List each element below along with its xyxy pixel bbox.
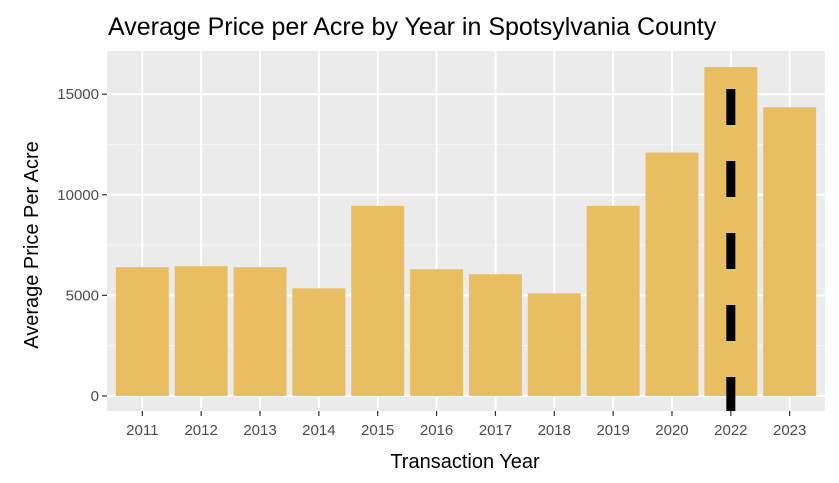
x-tick-label: 2015 [361,422,394,439]
x-tick-label: 2016 [420,422,453,439]
y-tick-label: 5000 [66,287,99,304]
bar-2013 [233,267,287,396]
x-axis-title: Transaction Year [390,451,540,473]
x-tick-label: 2022 [714,422,747,439]
y-tick-label: 15000 [57,86,99,103]
bar-2017 [468,274,522,396]
x-tick-label: 2020 [655,422,688,439]
x-tick-label: 2017 [479,422,512,439]
bar-2023 [763,107,817,396]
bar-2014 [292,288,346,396]
bars [115,67,817,396]
bar-2019 [586,205,640,396]
chart-title: Average Price per Acre by Year in Spotsy… [108,13,717,41]
y-tick-label: 0 [91,388,99,405]
x-tick-label: 2019 [596,422,629,439]
bar-2015 [351,205,405,396]
x-tick-label: 2018 [538,422,571,439]
x-axis: 2011 2012 2013 2014 2015 2016 2017 2018 2019 2020… [126,411,806,439]
y-tick-label: 10000 [57,187,99,204]
x-tick-label: 2011 [126,422,158,439]
bar-2018 [527,293,581,396]
y-axis-title: Average Price Per Acre [21,141,43,349]
bar-2020 [645,152,699,396]
x-tick-label: 2012 [184,422,217,439]
bar-2011 [115,267,169,396]
x-tick-label: 2013 [243,422,276,439]
bar-2016 [410,269,464,396]
bar-2012 [174,266,228,396]
y-axis: 0 5000 10000 15000 [57,86,107,405]
x-tick-label: 2023 [773,422,806,439]
x-tick-label: 2014 [302,422,335,439]
